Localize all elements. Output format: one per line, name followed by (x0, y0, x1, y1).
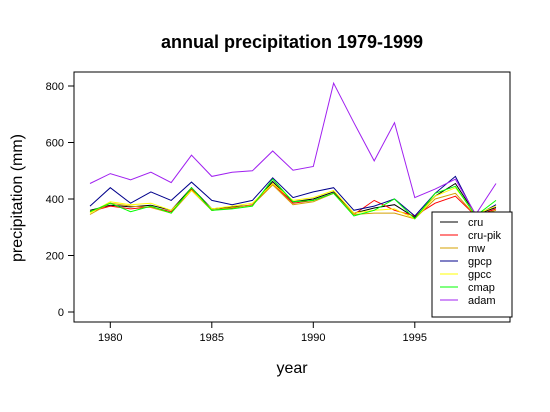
series-line-cmap (89, 178, 497, 220)
legend-label-gpcc: gpcc (468, 269, 492, 281)
series-line-mw (89, 184, 497, 220)
plot-frame (73, 71, 511, 323)
series-line-cru-pik (89, 182, 497, 217)
y-tick-label: 400 (46, 194, 64, 206)
plot-area (73, 71, 511, 323)
y-tick-label: 600 (46, 138, 64, 150)
legend-label-adam: adam (468, 295, 496, 307)
legend-label-mw: mw (468, 243, 485, 255)
series-line-gpcp (89, 175, 497, 217)
legend-label-cmap: cmap (468, 282, 495, 294)
x-axis-label: year (276, 360, 308, 377)
x-tick-label: 1980 (98, 332, 122, 344)
chart-title: annual precipitation 1979-1999 (161, 32, 423, 52)
x-tick-label: 1995 (403, 332, 427, 344)
y-tick-label: 800 (46, 81, 64, 93)
y-tick-label: 0 (58, 307, 64, 319)
series-lines (89, 81, 497, 220)
y-tick-label: 200 (46, 251, 64, 263)
series-line-gpcc (89, 182, 497, 220)
legend-label-gpcp: gpcp (468, 256, 492, 268)
x-tick-label: 1990 (301, 332, 325, 344)
legend-label-cru-pik: cru-pik (468, 230, 502, 242)
legend-label-cru: cru (468, 217, 483, 229)
y-axis-label: precipitation (mm) (9, 134, 26, 262)
series-line-adam (89, 81, 497, 216)
axes: 0 200 400 600 800 1980 1985 1990 1995 (46, 81, 427, 344)
x-tick-label: 1985 (200, 332, 224, 344)
